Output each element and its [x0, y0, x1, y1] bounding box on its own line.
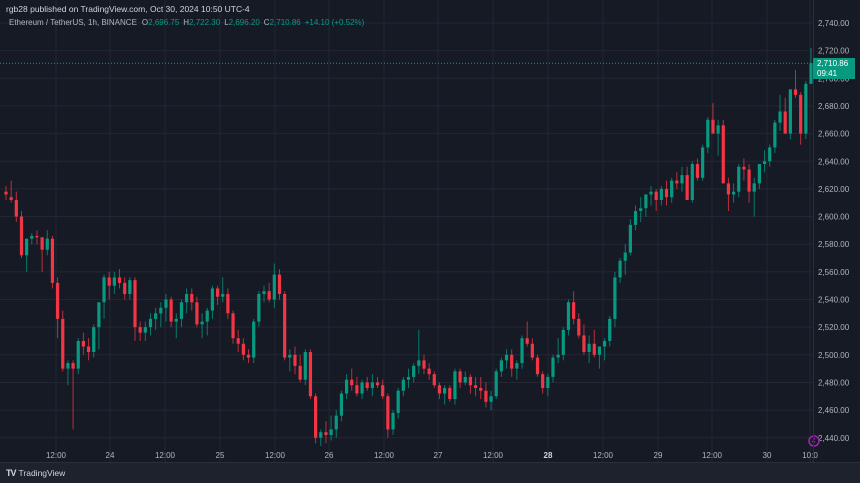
- symbol-legend: Ethereum / TetherUS, 1h, BINANCE O 2,696.…: [9, 18, 364, 27]
- price-tick-label: 2,680.00: [818, 102, 850, 111]
- price-tick-label: 2,660.00: [818, 130, 850, 139]
- symbol-title[interactable]: Ethereum / TetherUS, 1h, BINANCE: [9, 18, 137, 27]
- time-axis[interactable]: 12:00 24 12:00 25 12:00 26 12:00 27 12:00 28 12:00…: [46, 451, 818, 460]
- time-tick-label: 12:00: [483, 451, 504, 460]
- time-axis-separator: [0, 462, 860, 463]
- price-tick-label: 2,540.00: [818, 296, 850, 305]
- high-label: H: [183, 18, 190, 27]
- price-tick-label: 2,720.00: [818, 47, 850, 56]
- time-tick-label: 28: [544, 451, 553, 460]
- price-tick-label: 2,740.00: [818, 19, 850, 28]
- open-label: O: [141, 18, 149, 27]
- candles: [4, 47, 813, 447]
- time-tick-label: 10:0: [802, 451, 818, 460]
- high-value: 2,722.30: [189, 18, 221, 27]
- last-price: 2,710.86: [817, 59, 849, 68]
- low-label: L: [224, 18, 229, 27]
- low-value: 2,696.20: [228, 18, 260, 27]
- time-tick-label: 27: [434, 451, 443, 460]
- close-label: C: [263, 18, 270, 27]
- time-tick-label: 30: [763, 451, 772, 460]
- price-tick-label: 2,580.00: [818, 240, 850, 249]
- brand-name: TradingView: [18, 468, 66, 478]
- time-tick-label: 29: [654, 451, 663, 460]
- time-tick-label: 12:00: [155, 451, 176, 460]
- price-tick-label: 2,460.00: [818, 406, 850, 415]
- price-tick-label: 2,520.00: [818, 323, 850, 332]
- tradingview-brand[interactable]: TV TradingView: [6, 468, 65, 478]
- time-tick-label: 12:00: [593, 451, 614, 460]
- close-value: 2,710.86: [269, 18, 301, 27]
- price-tick-label: 2,500.00: [818, 351, 850, 360]
- price-axis[interactable]: 2,440.00 2,460.00 2,480.00 2,500.00 2,520.00…: [818, 19, 850, 443]
- change-value: +14.10 (+0.52%): [304, 18, 365, 27]
- last-price-tag: 2,710.86 09:41: [813, 58, 855, 79]
- grid-lines: [0, 0, 813, 462]
- candlestick-chart[interactable]: 2,440.00 2,460.00 2,480.00 2,500.00 2,520.00…: [0, 0, 860, 463]
- price-tick-label: 2,620.00: [818, 185, 850, 194]
- price-tick-label: 2,640.00: [818, 157, 850, 166]
- price-tick-label: 2,480.00: [818, 378, 850, 387]
- time-tick-label: 25: [216, 451, 225, 460]
- price-tick-label: 2,600.00: [818, 213, 850, 222]
- open-value: 2,696.75: [148, 18, 180, 27]
- tradingview-logo-icon: TV: [6, 468, 16, 478]
- price-tick-label: 2,440.00: [818, 434, 850, 443]
- chart-pane[interactable]: 2,440.00 2,460.00 2,480.00 2,500.00 2,520.00…: [0, 0, 860, 463]
- footer-bar: TV TradingView: [0, 463, 860, 483]
- time-tick-label: 24: [106, 451, 115, 460]
- time-tick-label: 12:00: [702, 451, 723, 460]
- time-tick-label: 12:00: [265, 451, 286, 460]
- price-tick-label: 2,560.00: [818, 268, 850, 277]
- time-tick-label: 12:00: [46, 451, 67, 460]
- time-tick-label: 26: [325, 451, 334, 460]
- published-caption: rgb28 published on TradingView.com, Oct …: [6, 4, 250, 14]
- bar-countdown: 09:41: [817, 68, 838, 78]
- price-axis-separator: [813, 0, 814, 463]
- time-tick-label: 12:00: [374, 451, 395, 460]
